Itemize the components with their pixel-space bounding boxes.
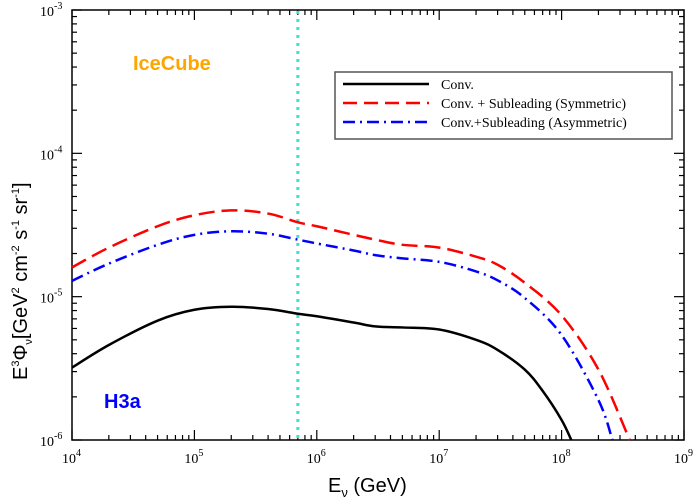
series-line-1 bbox=[71, 209, 631, 441]
legend: Conv. Conv. + Subleading (Symmetric) Con… bbox=[334, 71, 673, 140]
plot-frame bbox=[71, 9, 685, 441]
x-tick-label: 108 bbox=[552, 448, 571, 467]
x-tick-label: 104 bbox=[62, 448, 81, 467]
series-line-2 bbox=[71, 229, 614, 441]
series-line-0 bbox=[71, 305, 573, 441]
y-tick-label: 10-6 bbox=[40, 431, 62, 450]
legend-label-conv: Conv. bbox=[441, 78, 474, 93]
y-tick-labels: 10-6 10-5 10-4 10-3 bbox=[40, 1, 62, 450]
y-tick-label: 10-4 bbox=[40, 144, 62, 163]
x-tick-label: 105 bbox=[184, 448, 203, 467]
annotation-h3a: H3a bbox=[104, 391, 142, 413]
y-tick-label: 10-5 bbox=[40, 288, 62, 307]
axis-ticks bbox=[71, 9, 685, 441]
x-tick-labels: 104 105 106 107 108 109 bbox=[62, 448, 693, 467]
y-axis-title: E3Φν[GeV2 cm-2 s-1 sr-1] bbox=[10, 182, 35, 380]
y-tick-label: 10-3 bbox=[40, 1, 62, 20]
x-tick-label: 106 bbox=[307, 448, 326, 467]
legend-label-asymmetric: Conv.+Subleading (Asymmetric) bbox=[441, 116, 627, 131]
x-tick-label: 107 bbox=[429, 448, 448, 467]
x-axis-title: Eν (GeV) bbox=[328, 475, 407, 500]
series-lines bbox=[71, 209, 631, 441]
x-tick-label: 109 bbox=[674, 448, 693, 467]
legend-label-symmetric: Conv. + Subleading (Symmetric) bbox=[441, 97, 626, 112]
annotation-icecube: IceCube bbox=[133, 53, 211, 75]
